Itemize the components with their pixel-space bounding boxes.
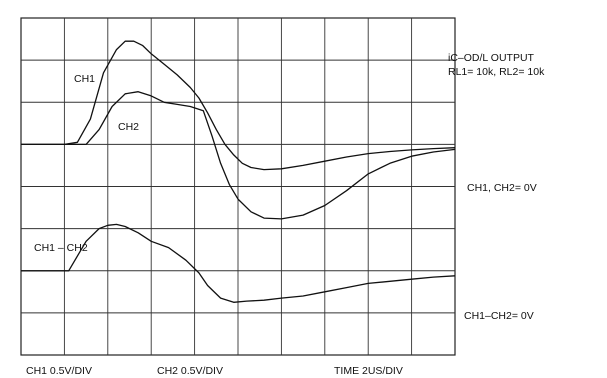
ch1-scale-label: CH1 0.5V/DIV: [26, 365, 92, 377]
ch1-minus-ch2-trace: [21, 223, 456, 303]
graticule: [20, 17, 456, 356]
chart-subtitle: RL1= 10k, RL2= 10k: [448, 66, 545, 78]
ch1-trace-label: CH1: [74, 73, 95, 85]
ref-level-upper-label: CH1, CH2= 0V: [467, 182, 537, 194]
ref-level-lower-label: CH1–CH2= 0V: [464, 310, 534, 322]
ch2-trace-label: CH2: [118, 121, 139, 133]
traces: [21, 40, 456, 303]
ch1-trace: [21, 40, 456, 171]
diff-trace-label: CH1 – CH2: [34, 242, 88, 254]
ch2-scale-label: CH2 0.5V/DIV: [157, 365, 223, 377]
chart-title: iC–OD/L OUTPUT: [448, 52, 535, 64]
ch2-trace: [21, 91, 456, 220]
time-scale-label: TIME 2US/DIV: [334, 365, 403, 377]
